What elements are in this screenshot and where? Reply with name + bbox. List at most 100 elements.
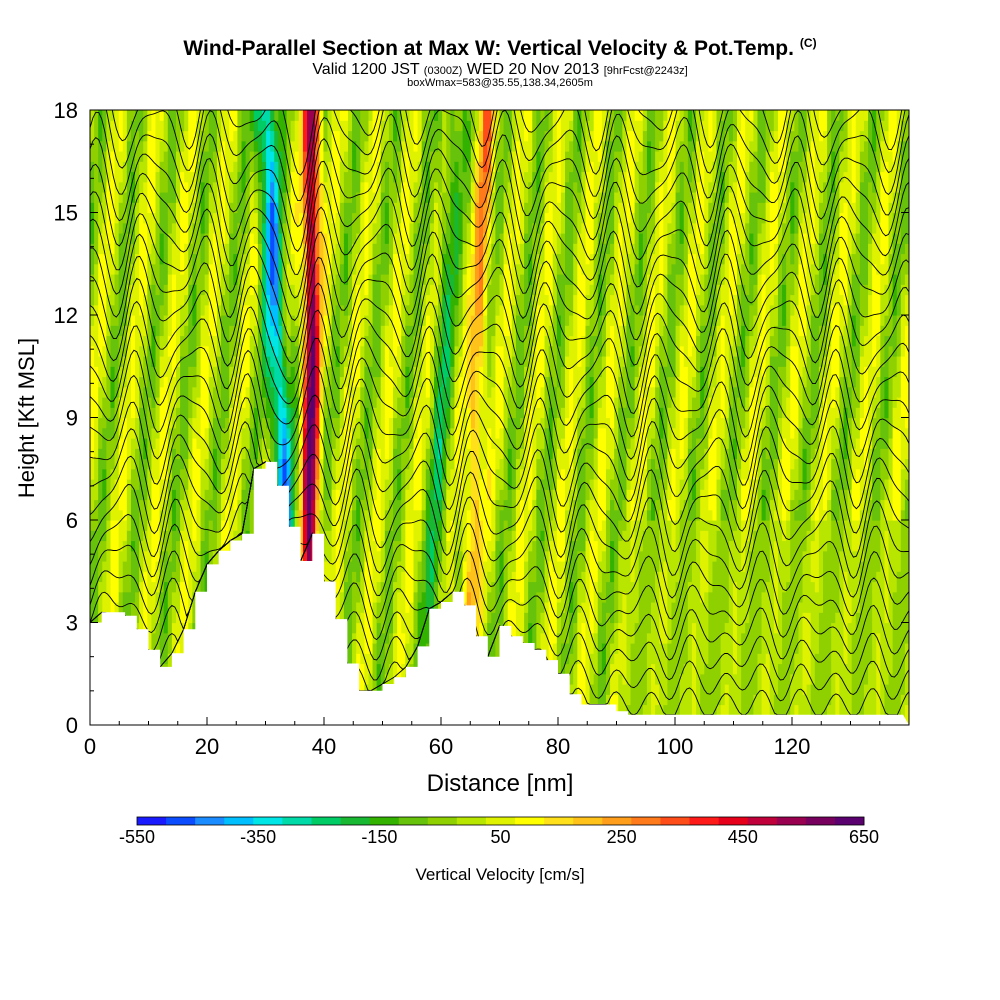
velocity-cell	[360, 561, 365, 572]
velocity-cell	[372, 284, 378, 296]
velocity-cell	[130, 212, 136, 224]
velocity-cell	[180, 591, 185, 603]
velocity-cell	[204, 458, 210, 470]
velocity-cell	[180, 243, 185, 255]
velocity-cell	[130, 386, 136, 398]
velocity-cell	[94, 417, 99, 429]
velocity-cell	[417, 561, 423, 572]
velocity-cell	[397, 653, 402, 665]
velocity-cell	[216, 171, 222, 183]
velocity-cell	[290, 345, 296, 357]
velocity-cell	[278, 397, 284, 408]
velocity-cell	[302, 417, 308, 429]
velocity-cell	[311, 294, 316, 306]
velocity-cell	[421, 448, 427, 460]
velocity-cell	[376, 171, 382, 183]
velocity-cell	[147, 632, 153, 644]
velocity-cell	[339, 458, 345, 470]
velocity-cell	[216, 468, 222, 480]
velocity-cell	[98, 325, 103, 337]
velocity-cell	[163, 325, 169, 337]
velocity-cell	[360, 202, 365, 214]
velocity-cell	[401, 571, 406, 583]
velocity-cell	[384, 263, 390, 275]
velocity-cell	[282, 161, 288, 173]
velocity-cell	[372, 243, 378, 255]
velocity-cell	[364, 550, 370, 562]
velocity-cell	[118, 509, 124, 521]
velocity-cell	[171, 550, 177, 562]
velocity-cell	[106, 366, 112, 378]
velocity-cell	[175, 130, 181, 142]
velocity-cell	[347, 632, 353, 644]
velocity-cell	[90, 479, 95, 490]
velocity-cell	[216, 202, 222, 214]
velocity-cell	[364, 530, 370, 542]
velocity-cell	[413, 192, 419, 203]
velocity-cell	[360, 192, 365, 203]
velocity-cell	[233, 151, 239, 162]
velocity-cell	[94, 386, 99, 398]
velocity-cell	[278, 386, 284, 398]
velocity-cell	[151, 120, 157, 132]
velocity-cell	[216, 356, 222, 367]
velocity-cell	[413, 417, 419, 429]
velocity-cell	[175, 243, 181, 255]
velocity-cell	[163, 632, 169, 644]
velocity-cell	[397, 632, 402, 644]
velocity-cell	[282, 130, 288, 142]
velocity-cell	[274, 140, 279, 152]
velocity-cell	[298, 151, 304, 162]
velocity-cell	[233, 468, 239, 480]
velocity-cell	[286, 294, 292, 306]
velocity-cell	[139, 458, 144, 470]
velocity-cell	[221, 294, 226, 306]
velocity-cell	[397, 345, 402, 357]
velocity-cell	[221, 345, 226, 357]
velocity-cell	[184, 110, 189, 121]
velocity-cell	[405, 612, 411, 624]
velocity-cell	[147, 417, 153, 429]
velocity-cell	[155, 489, 161, 501]
velocity-cell	[298, 345, 304, 357]
velocity-cell	[106, 376, 112, 388]
velocity-cell	[294, 233, 300, 244]
velocity-cell	[323, 181, 329, 193]
velocity-cell	[425, 632, 431, 644]
velocity-cell	[171, 571, 177, 583]
velocity-cell	[175, 479, 181, 490]
velocity-cell	[94, 315, 99, 326]
velocity-cell	[388, 438, 394, 449]
velocity-cell	[114, 222, 120, 234]
velocity-cell	[212, 397, 218, 408]
velocity-cell	[90, 571, 95, 583]
velocity-cell	[245, 171, 251, 183]
velocity-cell	[421, 366, 427, 378]
velocity-cell	[216, 325, 222, 337]
velocity-cell	[409, 581, 415, 593]
velocity-cell	[311, 202, 316, 214]
velocity-cell	[421, 479, 427, 490]
velocity-cell	[409, 438, 415, 449]
velocity-cell	[282, 110, 288, 121]
velocity-cell	[327, 561, 333, 572]
velocity-cell	[106, 407, 112, 419]
velocity-cell	[130, 591, 136, 603]
velocity-cell	[372, 151, 378, 162]
velocity-cell	[421, 612, 427, 624]
velocity-cell	[384, 130, 390, 142]
velocity-cell	[171, 509, 177, 521]
velocity-cell	[425, 161, 431, 173]
velocity-cell	[184, 448, 189, 460]
velocity-cell	[266, 315, 271, 326]
velocity-cell	[319, 458, 325, 470]
velocity-cell	[126, 407, 132, 419]
velocity-cell	[274, 376, 279, 388]
velocity-cell	[180, 427, 185, 439]
velocity-cell	[405, 274, 411, 285]
velocity-cell	[221, 161, 226, 173]
velocity-cell	[290, 263, 296, 275]
velocity-cell	[216, 120, 222, 132]
velocity-cell	[126, 202, 132, 214]
velocity-cell	[417, 550, 423, 562]
